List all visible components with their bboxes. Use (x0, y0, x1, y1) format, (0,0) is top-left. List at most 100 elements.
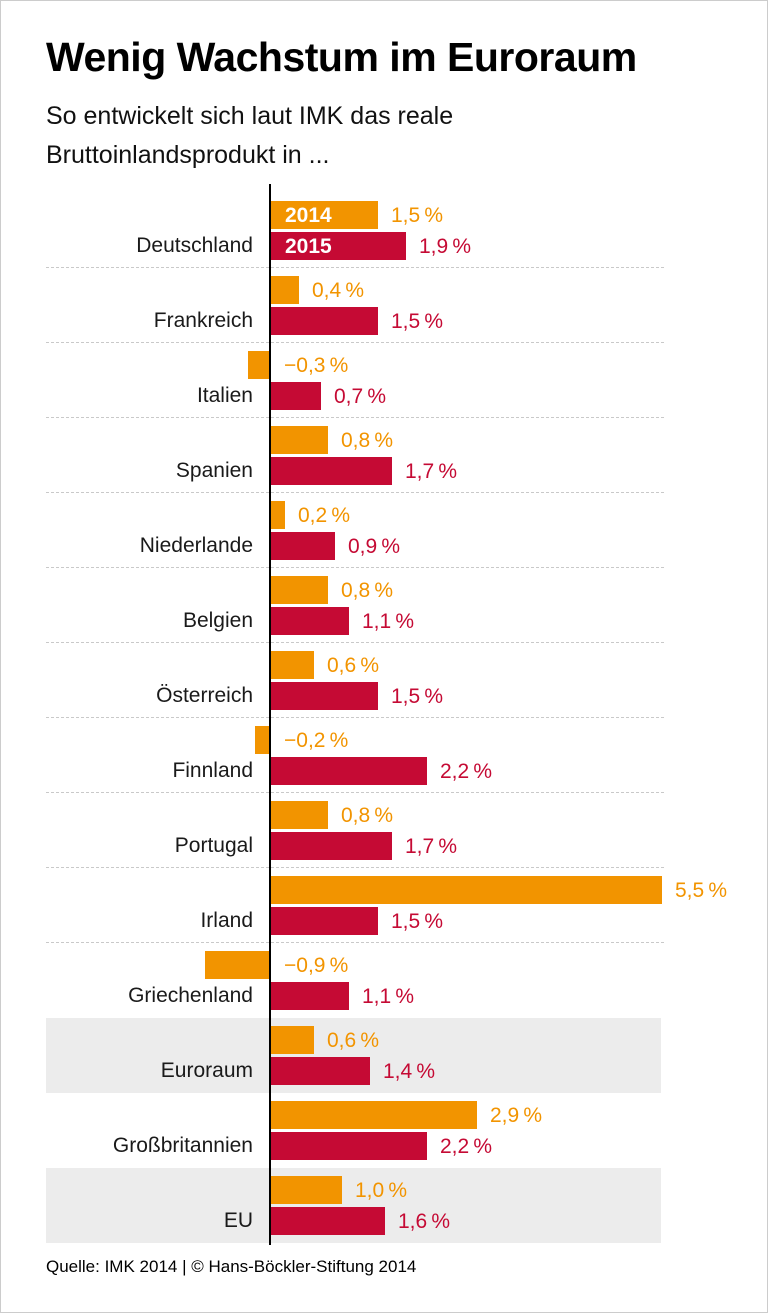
row-separator (46, 717, 664, 718)
country-label: Finnland (172, 759, 253, 782)
value-label-2015: 1,7 % (405, 460, 458, 483)
country-row: Portugal 0,8 % 1,7 % (1, 793, 767, 868)
value-label-2014: 0,8 % (341, 804, 394, 827)
country-label: Niederlande (139, 534, 253, 557)
bar-2014 (271, 276, 299, 304)
value-label-2015: 1,7 % (405, 835, 458, 858)
value-label-2015: 1,5 % (391, 685, 444, 708)
bar-2015: 2015 (271, 232, 406, 260)
bar-2014 (271, 576, 328, 604)
bar-2014 (205, 951, 269, 979)
value-label-2015: 1,1 % (362, 985, 415, 1008)
row-separator (46, 417, 664, 418)
country-label: Euroraum (160, 1059, 253, 1082)
country-row: Belgien 0,8 % 1,1 % (1, 568, 767, 643)
bar-2015 (271, 607, 349, 635)
chart-subtitle: So entwickelt sich laut IMK das reale Br… (46, 102, 454, 169)
value-label-2015: 1,5 % (391, 910, 444, 933)
country-label: Österreich (156, 684, 253, 707)
row-separator (46, 792, 664, 793)
value-label-2015: 1,9 % (419, 235, 472, 258)
country-row: Frankreich 0,4 % 1,5 % (1, 268, 767, 343)
country-row: Österreich 0,6 % 1,5 % (1, 643, 767, 718)
bar-2014 (271, 501, 285, 529)
chart-title: Wenig Wachstum im Euroraum (46, 34, 637, 80)
country-label: Griechenland (128, 984, 253, 1007)
row-separator (46, 942, 664, 943)
bar-2015 (271, 757, 427, 785)
value-label-2014: 0,6 % (327, 1029, 380, 1052)
country-label: EU (223, 1209, 253, 1232)
value-label-2015: 1,4 % (383, 1060, 436, 1083)
value-label-2014: −0,9 % (284, 954, 349, 977)
row-separator (46, 867, 664, 868)
value-label-2014: 0,6 % (327, 654, 380, 677)
bar-2015 (271, 907, 378, 935)
country-row: EU 1,0 % 1,6 % (1, 1168, 767, 1243)
bar-2015 (271, 1057, 370, 1085)
bar-2014 (271, 426, 328, 454)
country-row: Italien −0,3 % 0,7 % (1, 343, 767, 418)
series-label-2015: 2015 (285, 235, 332, 258)
bar-2014 (255, 726, 269, 754)
country-label: Portugal (174, 834, 253, 857)
country-label: Deutschland (136, 234, 253, 257)
zero-axis-line (269, 184, 271, 1245)
value-label-2014: −0,3 % (284, 354, 349, 377)
bar-chart: Deutschland 2014 2015 1,5 % 1,9 % Frankr… (1, 193, 767, 1243)
bar-2014 (271, 876, 662, 904)
row-separator (46, 342, 664, 343)
value-label-2015: 1,5 % (391, 310, 444, 333)
source-note: Quelle: IMK 2014 | © Hans-Böckler-Stiftu… (46, 1257, 417, 1276)
value-label-2014: 0,8 % (341, 579, 394, 602)
bar-2015 (271, 682, 378, 710)
value-label-2014: 0,4 % (312, 279, 365, 302)
value-label-2015: 0,7 % (334, 385, 387, 408)
row-separator (46, 567, 664, 568)
series-label-2014: 2014 (285, 204, 332, 227)
bar-2014: 2014 (271, 201, 378, 229)
country-label: Spanien (175, 459, 253, 482)
country-row: Griechenland −0,9 % 1,1 % (1, 943, 767, 1018)
bar-2014 (271, 1026, 314, 1054)
value-label-2015: 1,6 % (398, 1210, 451, 1233)
country-row: Deutschland 2014 2015 1,5 % 1,9 % (1, 193, 767, 268)
value-label-2014: 0,8 % (341, 429, 394, 452)
country-row: Spanien 0,8 % 1,7 % (1, 418, 767, 493)
bar-2015 (271, 1132, 427, 1160)
bar-2015 (271, 382, 321, 410)
value-label-2014: −0,2 % (284, 729, 349, 752)
bar-2014 (271, 1101, 477, 1129)
value-label-2015: 0,9 % (348, 535, 401, 558)
value-label-2014: 0,2 % (298, 504, 351, 527)
value-label-2014: 5,5 % (675, 879, 728, 902)
bar-2015 (271, 982, 349, 1010)
bar-2014 (271, 801, 328, 829)
bar-2015 (271, 457, 392, 485)
value-label-2014: 1,5 % (391, 204, 444, 227)
value-label-2014: 2,9 % (490, 1104, 543, 1127)
bar-2014 (271, 651, 314, 679)
country-label: Italien (196, 384, 253, 407)
bar-2015 (271, 1207, 385, 1235)
country-label: Großbritannien (112, 1134, 253, 1157)
country-row: Irland 5,5 % 1,5 % (1, 868, 767, 943)
bar-2014 (271, 1176, 342, 1204)
country-label: Belgien (182, 609, 253, 632)
value-label-2015: 2,2 % (440, 760, 493, 783)
row-separator (46, 642, 664, 643)
bar-2014 (248, 351, 269, 379)
country-row: Großbritannien 2,9 % 2,2 % (1, 1093, 767, 1168)
bar-2015 (271, 532, 335, 560)
bar-2015 (271, 307, 378, 335)
country-label: Frankreich (153, 309, 253, 332)
country-label: Irland (200, 909, 253, 932)
value-label-2015: 2,2 % (440, 1135, 493, 1158)
country-row: Finnland −0,2 % 2,2 % (1, 718, 767, 793)
country-row: Euroraum 0,6 % 1,4 % (1, 1018, 767, 1093)
row-separator (46, 492, 664, 493)
row-separator (46, 267, 664, 268)
bar-2015 (271, 832, 392, 860)
value-label-2015: 1,1 % (362, 610, 415, 633)
